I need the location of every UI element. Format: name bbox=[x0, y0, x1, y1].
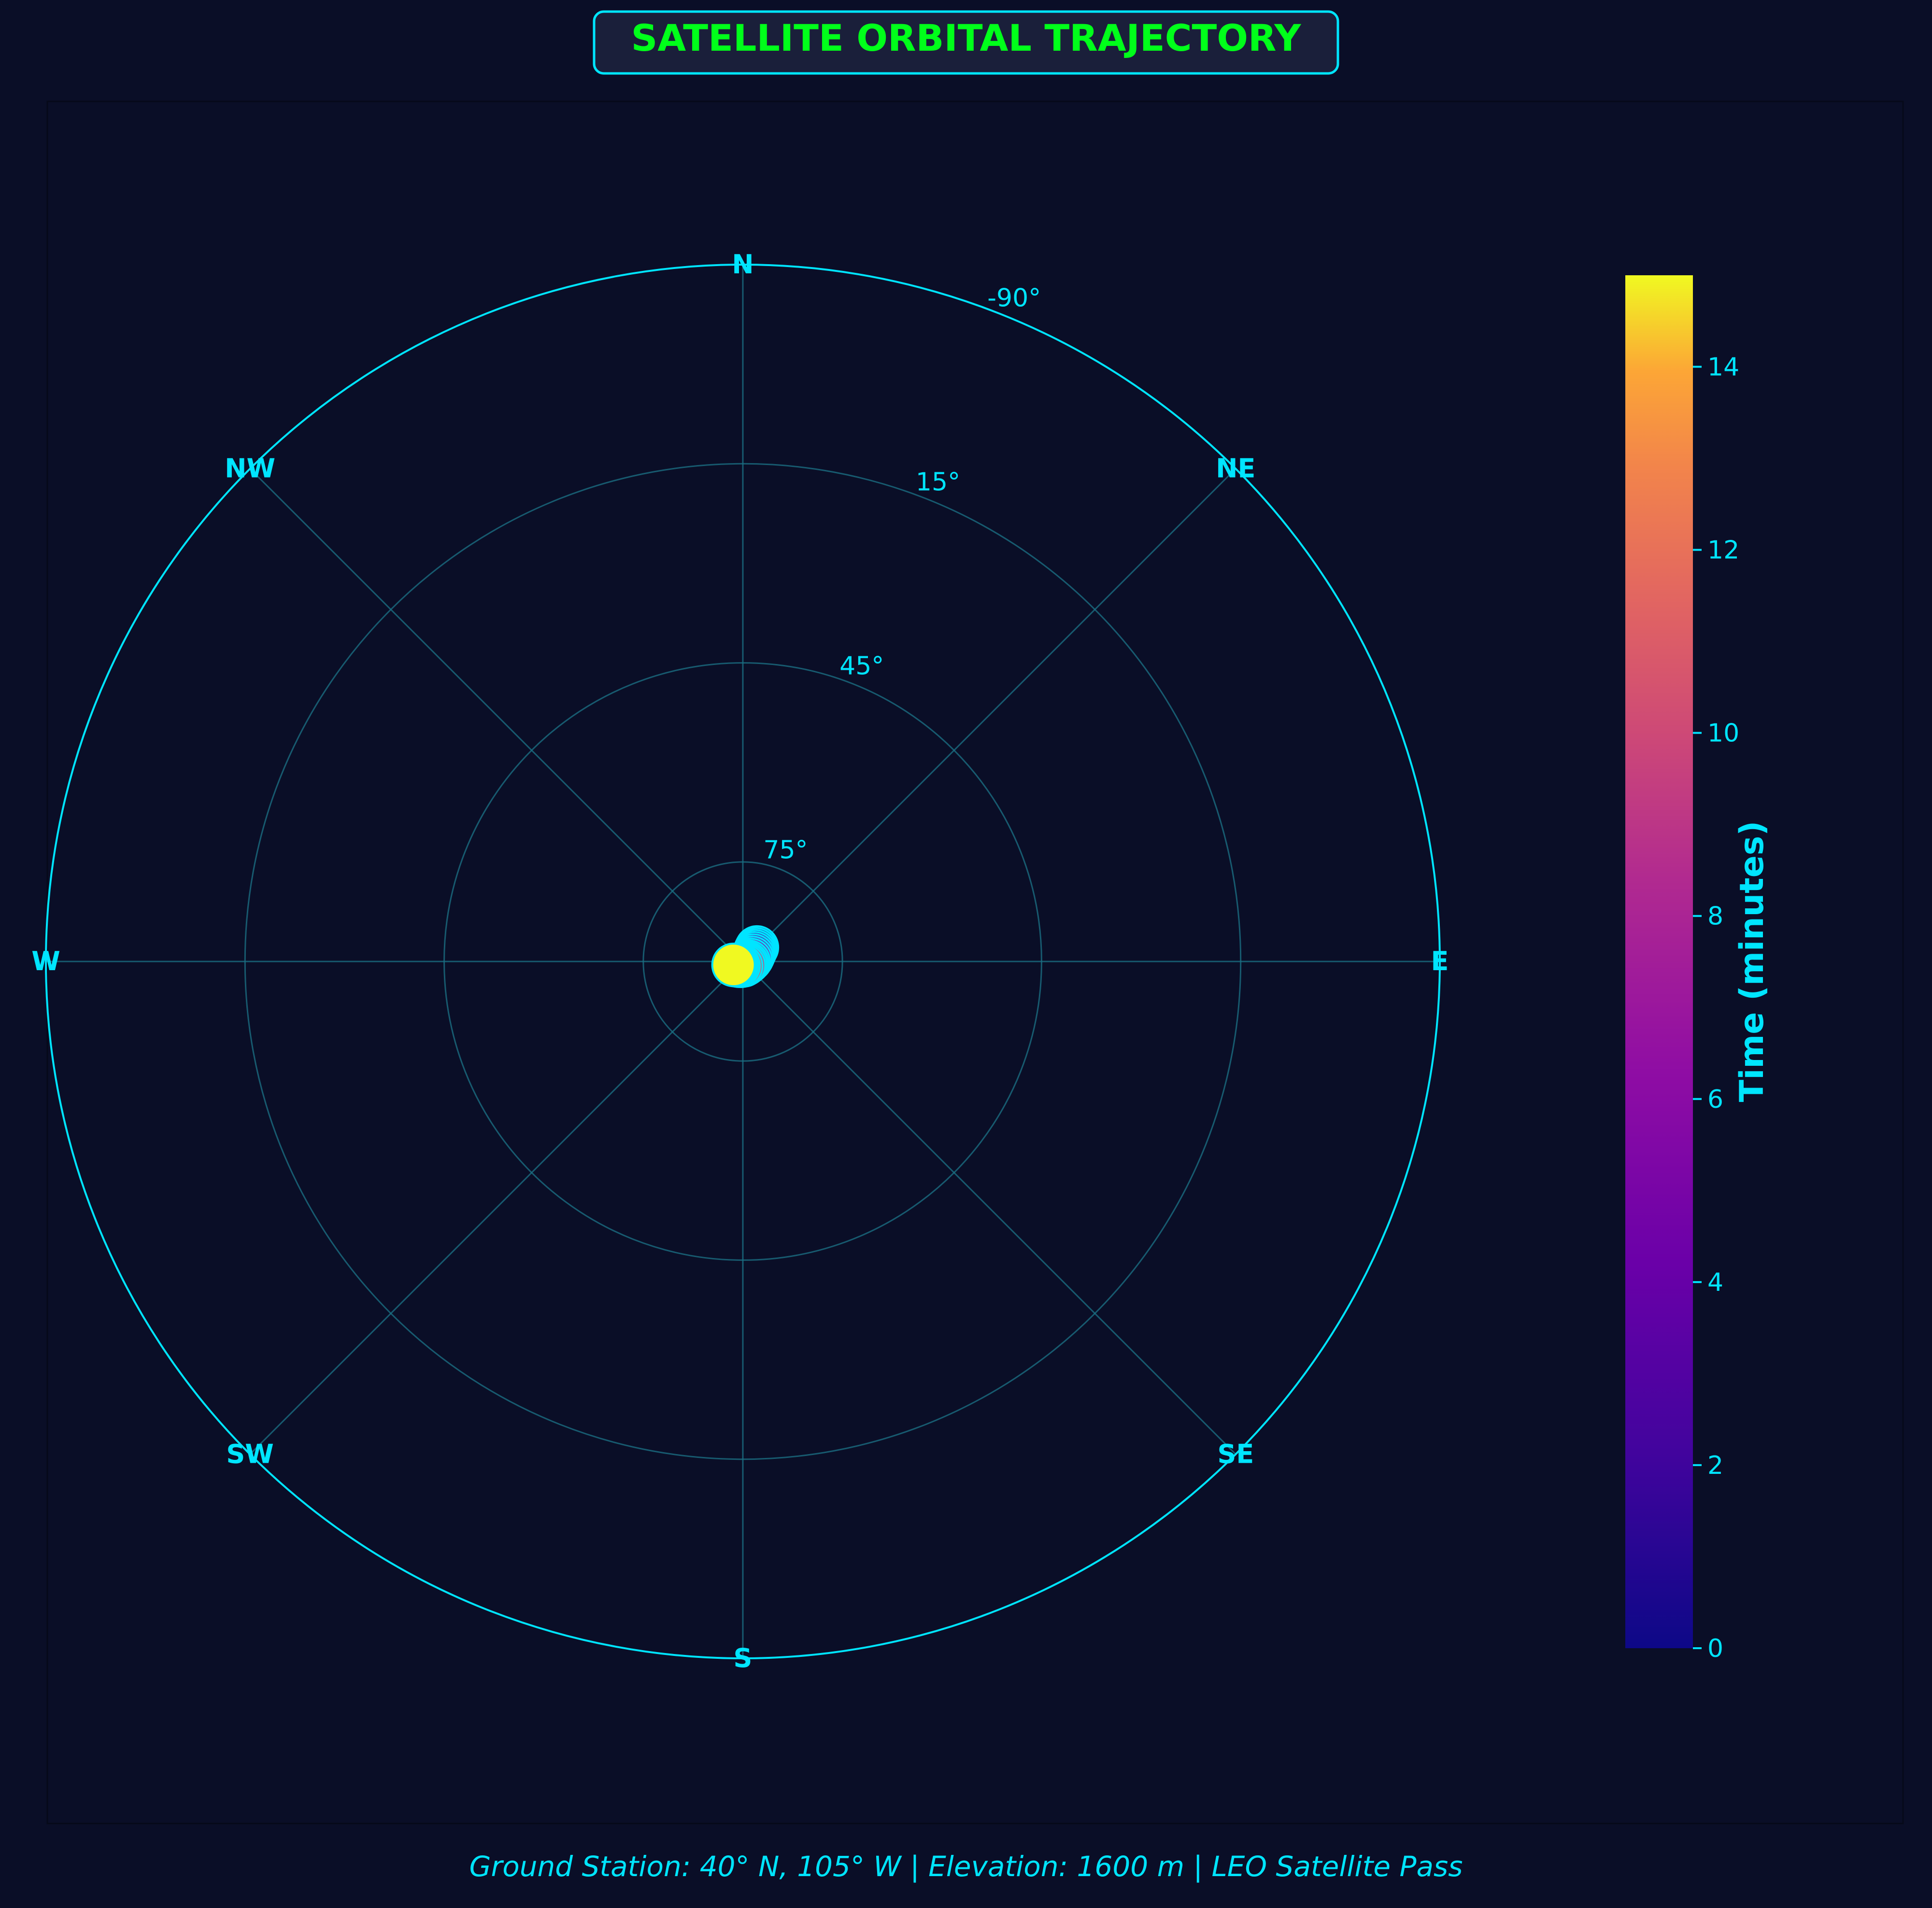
colorbar-tick-label: 0 bbox=[1707, 1634, 1723, 1663]
direction-label-sw: SW bbox=[226, 1439, 273, 1469]
elevation-tick-label: 15° bbox=[916, 468, 960, 497]
elevation-tick-label: -90° bbox=[987, 284, 1041, 313]
colorbar-ticks: 0 2 4 6 8 10 12 14 bbox=[1693, 353, 1739, 1663]
title-box bbox=[593, 10, 1339, 75]
direction-label-n: N bbox=[732, 249, 753, 280]
chart-title: SATELLITE ORBITAL TRAJECTORY bbox=[631, 16, 1302, 59]
elevation-tick-label: 75° bbox=[763, 835, 808, 864]
elevation-tick-label: 45° bbox=[839, 652, 884, 681]
direction-label-e: E bbox=[1431, 946, 1449, 976]
colorbar-label: Time (minutes) bbox=[1733, 821, 1771, 1102]
trajectory-point bbox=[711, 943, 756, 988]
colorbar-gradient bbox=[1625, 275, 1693, 1648]
footer-caption: Ground Station: 40° N, 105° W | Elevatio… bbox=[469, 1850, 1463, 1883]
colorbar-tick-label: 14 bbox=[1707, 353, 1739, 382]
axes-frame bbox=[46, 100, 1904, 1824]
outer-ring bbox=[45, 264, 1441, 1659]
colorbar-tick-label: 2 bbox=[1707, 1451, 1723, 1480]
colorbar: 0 2 4 6 8 10 12 14 Time (minutes) bbox=[1625, 275, 1771, 1663]
polar-plot: 75° 45° 15° -90° N NE E SE S SW W NW bbox=[31, 249, 1449, 1673]
colorbar-tick-label: 6 bbox=[1707, 1085, 1723, 1114]
grid-spoke-7 bbox=[249, 468, 744, 962]
direction-label-ne: NE bbox=[1216, 453, 1255, 484]
colorbar-tick-label: 10 bbox=[1707, 719, 1739, 748]
trajectory-points bbox=[711, 925, 780, 989]
direction-label-se: SE bbox=[1217, 1439, 1254, 1469]
colorbar-tick-label: 12 bbox=[1707, 536, 1739, 565]
colorbar-tick-label: 4 bbox=[1707, 1268, 1723, 1297]
grid-spoke-5 bbox=[249, 961, 744, 1455]
grid-spoke-1 bbox=[742, 468, 1236, 962]
direction-label-nw: NW bbox=[225, 453, 275, 484]
direction-labels: N NE E SE S SW W NW bbox=[31, 249, 1449, 1673]
spoke-layer bbox=[46, 265, 1440, 1658]
direction-label-s: S bbox=[734, 1643, 753, 1673]
direction-label-w: W bbox=[31, 946, 60, 976]
colorbar-tick-label: 8 bbox=[1707, 902, 1723, 931]
grid-spoke-3 bbox=[742, 961, 1236, 1455]
elevation-tick-labels: 75° 45° 15° -90° bbox=[763, 284, 1041, 865]
